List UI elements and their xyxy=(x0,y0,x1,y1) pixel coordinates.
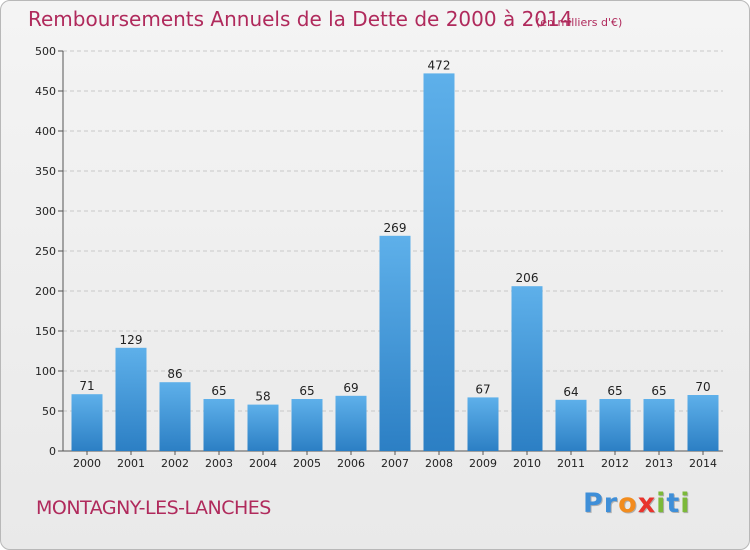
bar-value-label: 129 xyxy=(120,333,143,347)
y-tick-label: 500 xyxy=(35,45,56,58)
logo-letter: i xyxy=(656,488,667,519)
bar-value-label: 67 xyxy=(475,382,490,396)
bar xyxy=(71,394,103,451)
bar-value-label: 64 xyxy=(563,385,578,399)
y-tick-label: 50 xyxy=(42,405,56,418)
bar-value-label: 86 xyxy=(167,367,182,381)
bar-value-label: 65 xyxy=(211,384,226,398)
y-tick-label: 150 xyxy=(35,325,56,338)
x-tick-label: 2013 xyxy=(645,457,673,470)
bar xyxy=(159,382,191,451)
proxiti-logo: Proxiti xyxy=(583,488,691,519)
x-tick-label: 2007 xyxy=(381,457,409,470)
bar xyxy=(687,395,719,451)
bar-value-label: 58 xyxy=(255,390,270,404)
bar xyxy=(599,399,631,451)
logo-letter: x xyxy=(637,488,657,519)
logo-letter: o xyxy=(618,488,638,519)
x-tick-label: 2001 xyxy=(117,457,145,470)
x-tick-label: 2009 xyxy=(469,457,497,470)
logo-letter: t xyxy=(666,488,681,519)
y-tick-label: 400 xyxy=(35,125,56,138)
x-tick-label: 2003 xyxy=(205,457,233,470)
bar-value-label: 472 xyxy=(428,58,451,72)
y-tick-label: 450 xyxy=(35,85,56,98)
bar xyxy=(555,399,587,451)
bar xyxy=(291,399,323,451)
y-tick-label: 250 xyxy=(35,245,56,258)
chart-title: Remboursements Annuels de la Dette de 20… xyxy=(28,7,573,31)
bar-value-label: 71 xyxy=(79,379,94,393)
bar xyxy=(511,286,543,451)
unit-note: (en milliers d'€) xyxy=(536,16,623,29)
bar-value-label: 65 xyxy=(651,384,666,398)
x-tick-label: 2014 xyxy=(689,457,717,470)
x-tick-label: 2008 xyxy=(425,457,453,470)
bar xyxy=(115,347,147,451)
x-tick-label: 2012 xyxy=(601,457,629,470)
x-tick-label: 2006 xyxy=(337,457,365,470)
x-tick-label: 2002 xyxy=(161,457,189,470)
bar-value-label: 65 xyxy=(607,384,622,398)
bar xyxy=(643,399,675,451)
y-tick-label: 0 xyxy=(49,445,56,458)
logo-letter: P xyxy=(583,488,604,519)
y-tick-label: 200 xyxy=(35,285,56,298)
y-tick-label: 300 xyxy=(35,205,56,218)
bar xyxy=(379,235,411,451)
y-tick-label: 350 xyxy=(35,165,56,178)
x-tick-label: 2011 xyxy=(557,457,585,470)
bar-value-label: 69 xyxy=(343,381,358,395)
bar xyxy=(423,73,455,452)
bar-value-label: 269 xyxy=(384,221,407,235)
bar xyxy=(335,395,367,451)
bar-value-label: 70 xyxy=(695,380,710,394)
y-tick-label: 100 xyxy=(35,365,56,378)
logo-letter: i xyxy=(680,488,691,519)
x-tick-label: 2010 xyxy=(513,457,541,470)
commune-name: MONTAGNY-LES-LANCHES xyxy=(36,497,271,519)
bar-value-label: 206 xyxy=(516,271,539,285)
bar xyxy=(203,399,235,451)
x-tick-label: 2004 xyxy=(249,457,277,470)
x-tick-label: 2000 xyxy=(73,457,101,470)
logo-letter: r xyxy=(603,488,619,519)
x-tick-label: 2005 xyxy=(293,457,321,470)
bar-value-label: 65 xyxy=(299,384,314,398)
bar xyxy=(467,397,499,451)
bar xyxy=(247,404,279,451)
